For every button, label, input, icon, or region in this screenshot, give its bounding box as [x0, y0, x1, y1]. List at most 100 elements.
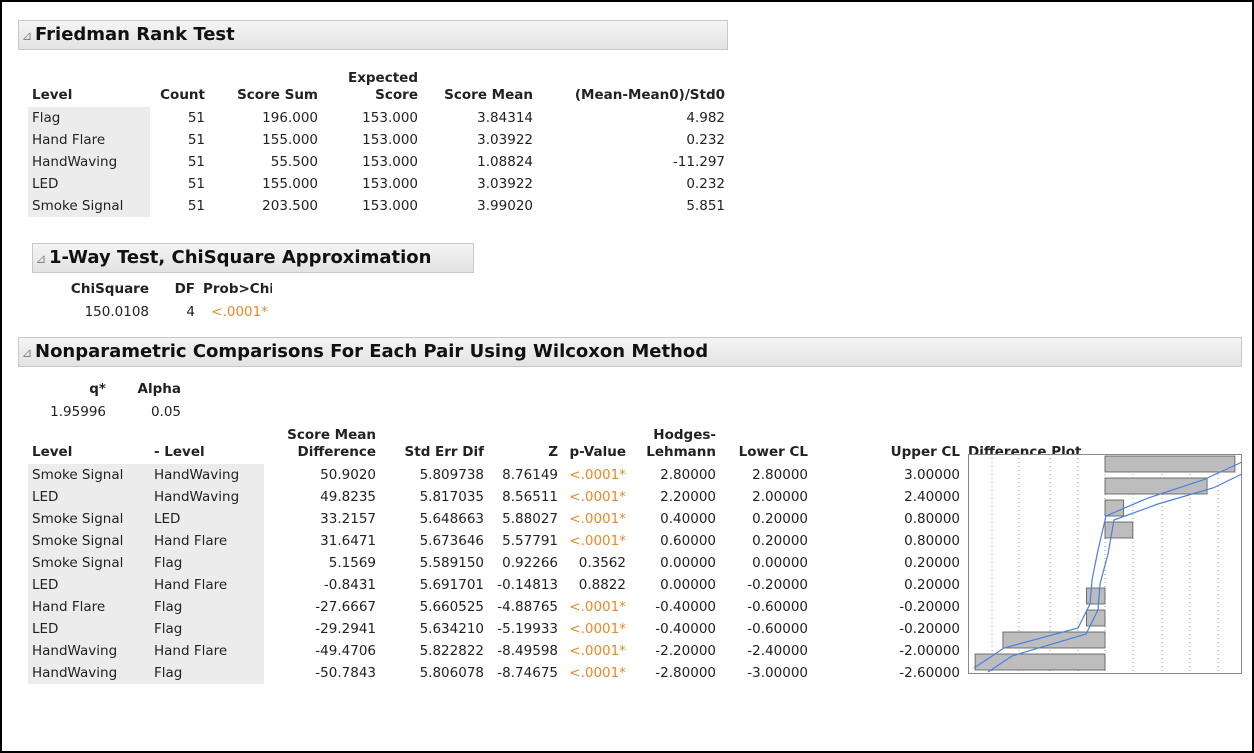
table-cell: 5.57791	[502, 533, 558, 549]
table-cell: 155.000	[262, 176, 318, 192]
table-cell: Smoke Signal	[28, 195, 150, 217]
table-row: 1.95996 0.05	[28, 401, 185, 423]
section-header[interactable]: ⊿ Nonparametric Comparisons For Each Pair…	[18, 337, 1242, 367]
table-cell: -0.40000	[655, 621, 716, 637]
difference-bar	[1104, 521, 1134, 539]
table-cell: 0.20000	[904, 577, 960, 593]
table-cell: 0.60000	[660, 533, 716, 549]
column-header: Z	[548, 444, 558, 460]
table-cell: Smoke Signal	[28, 464, 150, 486]
table-cell: 153.000	[362, 176, 418, 192]
column-header: Std Err Dif	[404, 444, 484, 460]
difference-bar	[1104, 477, 1208, 495]
table-cell: <.0001*	[569, 665, 626, 681]
table-cell: -50.7843	[315, 665, 376, 681]
table-cell: <.0001*	[569, 467, 626, 483]
table-cell: 0.80000	[904, 511, 960, 527]
table-cell: 5.648663	[419, 511, 484, 527]
params-table: q* Alpha 1.95996 0.05	[28, 376, 185, 423]
column-header: Upper CL	[890, 444, 960, 460]
table-row: Hand Flare 51 155.000 153.000 3.03922 0.232	[28, 129, 729, 151]
column-header: Level	[32, 87, 73, 103]
table-cell: 155.000	[262, 132, 318, 148]
table-cell: 0.232	[686, 132, 725, 148]
table-cell: Smoke Signal	[28, 508, 150, 530]
table-cell: 5.660525	[419, 599, 484, 615]
table-cell: -0.20000	[899, 599, 960, 615]
table-row: HandWaving Flag -50.7843 5.806078 -8.74675 <.…	[28, 662, 1242, 684]
table-cell: -0.40000	[655, 599, 716, 615]
column-header: Lower CL	[738, 444, 808, 460]
table-cell: Hand Flare	[150, 530, 264, 552]
table-cell: -2.40000	[747, 643, 808, 659]
table-cell: 5.809738	[419, 467, 484, 483]
table-cell: -0.20000	[899, 621, 960, 637]
column-header: ChiSquare	[70, 281, 149, 297]
table-row: Smoke Signal Hand Flare 31.6471 5.673646 5.5…	[28, 530, 1242, 552]
table-cell: Flag	[150, 618, 264, 640]
table-cell: 2.20000	[660, 489, 716, 505]
table-cell: LED	[28, 173, 150, 195]
table-row: LED Hand Flare -0.8431 5.691701 -0.14813 0.88…	[28, 574, 1242, 596]
table-cell: Smoke Signal	[28, 530, 150, 552]
table-cell: <.0001*	[569, 511, 626, 527]
table-cell: 0.80000	[904, 533, 960, 549]
column-header: DF	[174, 281, 195, 297]
table-cell: -8.74675	[497, 665, 558, 681]
table-row: LED Flag -29.2941 5.634210 -5.19933 <.0001* -0…	[28, 618, 1242, 640]
table-cell: LED	[28, 618, 150, 640]
table-cell: 0.40000	[660, 511, 716, 527]
ci-curve	[973, 461, 1242, 669]
table-cell: 3.03922	[477, 132, 533, 148]
table-cell: -49.4706	[315, 643, 376, 659]
table-cell: 5.851	[686, 198, 725, 214]
table-cell: 0.20000	[752, 511, 808, 527]
friedman-table: Level Count Score Sum Expected Score Score M…	[28, 52, 729, 217]
table-cell: 50.9020	[320, 467, 376, 483]
table-cell: -27.6667	[315, 599, 376, 615]
column-header: Score Mean	[444, 87, 533, 103]
table-cell: 5.691701	[419, 577, 484, 593]
comparisons-table: Level - Level Score Mean Difference Std Err…	[28, 414, 1242, 684]
column-header: Level	[32, 444, 73, 460]
table-cell: LED	[28, 486, 150, 508]
table-cell: -4.88765	[497, 599, 558, 615]
table-cell: 0.00000	[660, 555, 716, 571]
table-cell: LED	[150, 508, 264, 530]
table-cell: 2.80000	[752, 467, 808, 483]
table-cell: 3.03922	[477, 176, 533, 192]
difference-bar	[1104, 455, 1236, 473]
table-row: HandWaving Hand Flare -49.4706 5.822822 -8.4…	[28, 640, 1242, 662]
table-cell: 5.589150	[419, 555, 484, 571]
table-row: Smoke Signal HandWaving 50.9020 5.809738 8.7…	[28, 464, 1242, 486]
chisq-table: ChiSquare DF Prob>ChiSq 150.0108 4 <.0001*	[42, 276, 272, 323]
table-cell: <.0001*	[569, 621, 626, 637]
table-cell: 51	[187, 198, 205, 214]
column-header: (Mean-Mean0)/Std0	[574, 87, 725, 103]
table-cell: HandWaving	[150, 486, 264, 508]
table-cell: 153.000	[362, 154, 418, 170]
table-row: Smoke Signal Flag 5.1569 5.589150 0.92266 0.3…	[28, 552, 1242, 574]
table-cell: Flag	[150, 596, 264, 618]
difference-plot	[968, 454, 1242, 674]
table-cell: <.0001*	[569, 643, 626, 659]
table-cell: HandWaving	[28, 662, 150, 684]
section-title: 1-Way Test, ChiSquare Approximation	[49, 247, 432, 268]
table-cell: HandWaving	[28, 151, 150, 173]
table-row: LED 51 155.000 153.000 3.03922 0.232	[28, 173, 729, 195]
table-cell: HandWaving	[28, 640, 150, 662]
section-header[interactable]: ⊿ 1-Way Test, ChiSquare Approximation	[32, 243, 474, 273]
table-cell: 150.0108	[84, 304, 149, 320]
table-cell: 0.20000	[904, 555, 960, 571]
section-header[interactable]: ⊿ Friedman Rank Test	[18, 20, 728, 50]
table-cell: -0.8431	[323, 577, 376, 593]
table-cell: Flag	[150, 662, 264, 684]
table-cell: -2.80000	[655, 665, 716, 681]
table-cell: 4	[186, 304, 195, 320]
table-cell: 51	[187, 110, 205, 126]
table-cell: 0.8822	[578, 577, 626, 593]
column-header: q*	[89, 381, 106, 397]
table-cell: Flag	[150, 552, 264, 574]
header-row: Level - Level Score Mean Difference Std Err…	[28, 414, 1242, 464]
table-cell: <.0001*	[211, 304, 268, 320]
